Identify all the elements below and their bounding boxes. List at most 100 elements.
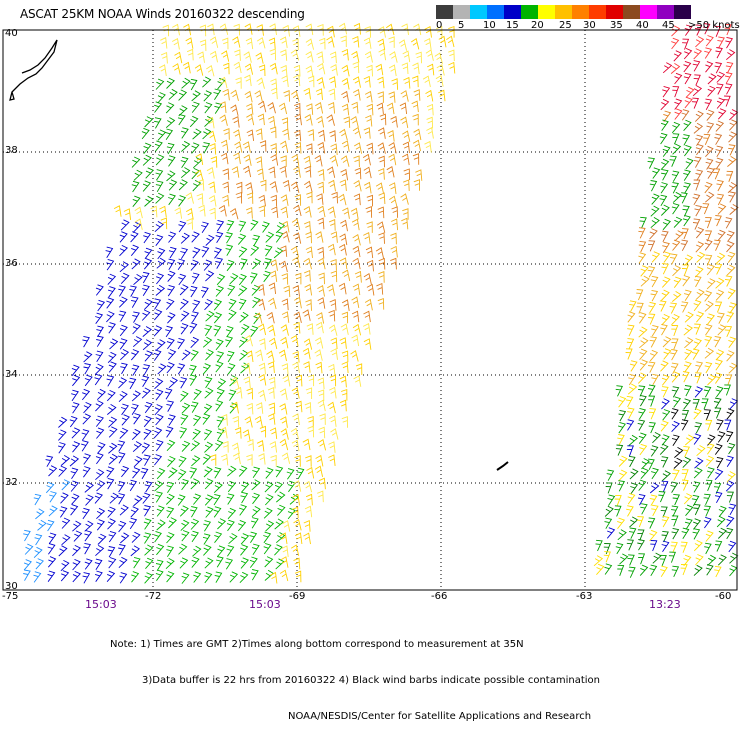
wind-barb (216, 428, 225, 440)
wind-barb (714, 491, 723, 504)
legend-swatch-0 (436, 5, 453, 19)
wind-barb (72, 558, 81, 571)
wind-barb (302, 347, 311, 360)
wind-barb (247, 438, 254, 451)
wind-barb (398, 39, 408, 51)
wind-barb (84, 558, 93, 570)
wind-barb (257, 323, 267, 336)
wind-barb (120, 272, 130, 285)
wind-barb (275, 222, 286, 234)
wind-barb (294, 102, 301, 115)
wind-barb (246, 454, 253, 466)
wind-barb (316, 76, 325, 89)
wind-barb (376, 282, 384, 295)
wind-barb (693, 338, 702, 350)
wind-barb (315, 101, 324, 114)
wind-barb (648, 240, 656, 252)
wind-barb (692, 85, 703, 97)
wind-barb (291, 387, 300, 399)
wind-barb (290, 544, 300, 556)
wind-barb (693, 74, 701, 86)
wind-barb (330, 143, 338, 156)
wind-barb (695, 227, 705, 239)
wind-barb (240, 557, 249, 569)
coastline-new-york (9, 39, 58, 101)
wind-barb (132, 221, 142, 234)
wind-barb (706, 122, 715, 134)
wind-barb (422, 75, 431, 88)
wind-barb (203, 90, 213, 102)
wind-barb (718, 505, 727, 518)
wind-barb (683, 289, 692, 302)
wind-barb (651, 193, 660, 205)
wind-barb (424, 26, 432, 38)
wind-barb (244, 416, 253, 428)
wind-barb (222, 181, 230, 194)
wind-barb (255, 52, 264, 64)
wind-barb (177, 337, 186, 350)
wind-barb (134, 218, 143, 230)
wind-barb (303, 205, 312, 218)
wind-barb (117, 493, 126, 505)
wind-barb (401, 217, 409, 230)
wind-barb (263, 531, 272, 544)
wind-barb (377, 168, 385, 180)
wind-barb (185, 37, 194, 49)
wind-barb (191, 101, 200, 113)
wind-barb (446, 35, 455, 48)
wind-barb (327, 206, 336, 218)
wind-barb (246, 206, 253, 219)
wind-barb (685, 434, 695, 446)
wind-barb (717, 36, 725, 48)
wind-barb (107, 351, 117, 364)
wind-barb (181, 77, 191, 89)
wind-barb (242, 141, 251, 153)
wind-barb (81, 440, 89, 452)
wind-barb (168, 193, 176, 206)
wind-barb (661, 230, 669, 243)
wind-barb (377, 206, 385, 219)
wind-barb (265, 231, 275, 243)
wind-barb (306, 143, 313, 155)
wind-barb (685, 504, 694, 516)
wind-barb (258, 453, 266, 465)
wind-barb (723, 384, 731, 396)
wind-barb (225, 244, 234, 256)
wind-barb (96, 335, 104, 347)
wind-barb (156, 272, 165, 285)
wind-barb (671, 420, 680, 433)
wind-barb (663, 110, 672, 122)
wind-barb (177, 469, 187, 481)
wind-barb (204, 102, 213, 114)
wind-barb (614, 494, 622, 507)
wind-barb (329, 154, 339, 167)
legend-label-9: 45 (662, 20, 675, 31)
wind-barb (638, 385, 646, 397)
wind-barb (683, 361, 692, 373)
wind-barb (186, 48, 194, 61)
wind-barb (627, 492, 636, 505)
wind-barb (178, 543, 188, 555)
wind-barb (714, 263, 723, 275)
legend-label-3: 15 (506, 20, 519, 31)
wind-barb (362, 153, 371, 166)
wind-barb (281, 298, 289, 311)
wind-barb (707, 554, 717, 566)
wind-barb (180, 247, 189, 259)
wind-barb (671, 202, 680, 215)
wind-barb (250, 325, 259, 337)
wind-barb (251, 284, 261, 296)
wind-barb (303, 480, 313, 493)
footnote-line-3: NOAA/NESDIS/Center for Satellite Applica… (288, 711, 592, 722)
wind-barb (330, 231, 338, 243)
wind-barb (693, 564, 703, 576)
wind-barb (363, 232, 371, 244)
wind-barb (47, 543, 56, 555)
wind-barb (378, 257, 386, 270)
wind-barb (728, 362, 738, 374)
wind-barb (626, 539, 634, 551)
wind-barb (707, 374, 717, 386)
wind-barb (270, 259, 278, 271)
wind-barb (235, 191, 243, 204)
wind-barb (604, 517, 613, 529)
